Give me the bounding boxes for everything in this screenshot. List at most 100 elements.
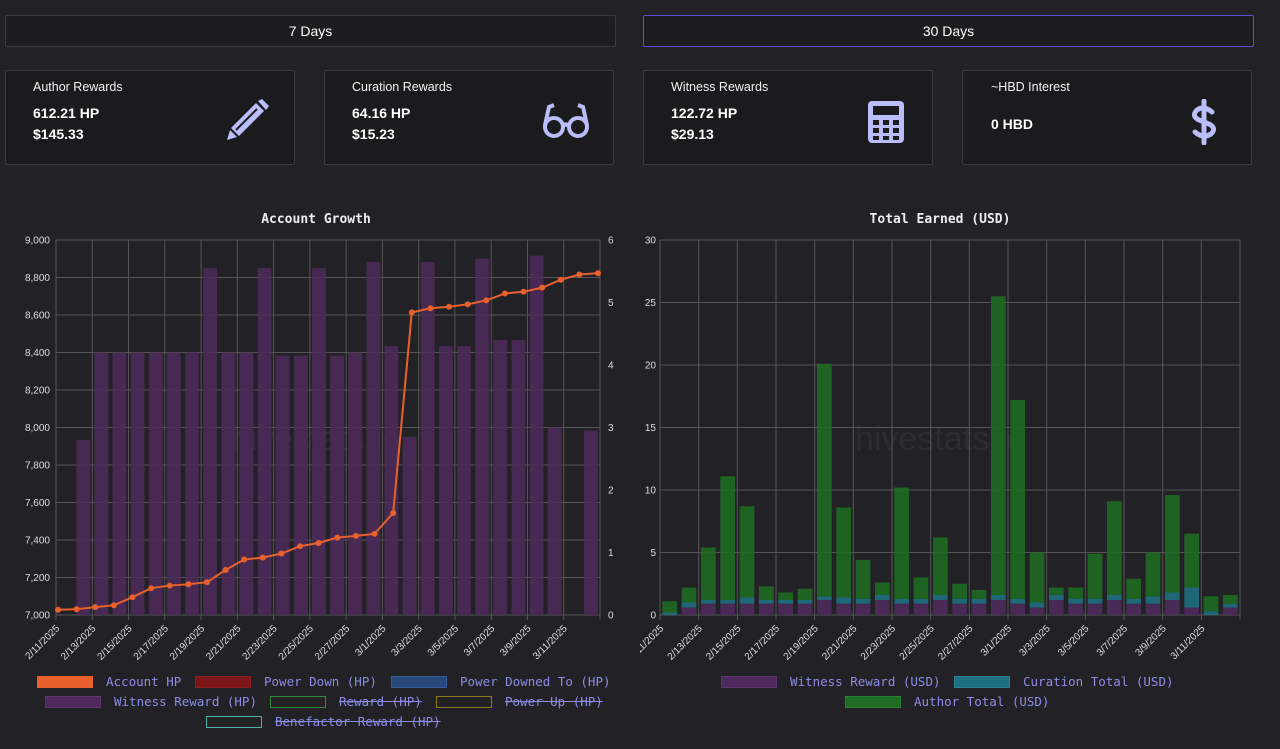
witness-reward-usd-bar — [1184, 607, 1200, 615]
x-tick-label: 3/11/2025 — [531, 623, 570, 662]
witness-reward-bar — [112, 352, 127, 615]
y-tick-label: 10 — [645, 486, 657, 497]
curation-total-bar — [720, 600, 736, 604]
account-hp-point — [203, 579, 210, 586]
x-tick-label: 2/21/2025 — [204, 623, 244, 663]
witness-reward-bar — [130, 352, 145, 615]
x-tick-label: 2/11/2025 — [640, 623, 666, 662]
witness-reward-usd-bar — [1126, 603, 1142, 615]
account-hp-point — [501, 290, 508, 297]
x-tick-label: 2/19/2025 — [168, 623, 208, 663]
legend-label: Power Down (HP) — [264, 674, 377, 689]
account-hp-point — [427, 305, 434, 312]
author-total-bar — [700, 547, 716, 600]
witness-reward-usd-bar — [855, 603, 871, 615]
account-hp-line — [57, 272, 599, 611]
thirty-days-button[interactable]: 30 Days — [643, 15, 1254, 47]
account-hp-point — [55, 606, 61, 613]
witness-reward-usd-bar — [1145, 603, 1161, 615]
y-tick-label: 15 — [645, 423, 657, 434]
account-growth-chart: Account Growth hivestats.io 7,0007,2007,… — [23, 212, 614, 663]
witness-reward-bar — [203, 268, 218, 615]
author-total-bar — [913, 577, 929, 599]
legend-item-power-down[interactable]: Power Down (HP) — [195, 674, 377, 689]
author-total-bar — [1106, 501, 1122, 595]
account-hp-point — [390, 510, 397, 516]
curation-total-bar — [913, 598, 929, 604]
card-hbd-value: 0 HBD — [991, 116, 1034, 132]
seven-days-button[interactable]: 7 Days — [5, 15, 616, 47]
y-tick-label: 25 — [645, 298, 657, 309]
witness-reward-usd-bar — [1164, 600, 1180, 615]
witness-reward-usd-bar — [836, 603, 852, 615]
witness-reward-usd-bar — [913, 603, 929, 615]
witness-reward-bar — [185, 352, 199, 615]
legend-item-reward[interactable]: Reward (HP) — [270, 694, 422, 709]
total-earned-chart: Total Earned (USD) hivestats.io 05101520… — [640, 212, 1241, 663]
legend-item-power-downed-to[interactable]: Power Downed To (HP) — [391, 674, 611, 689]
witness-reward-bar — [239, 352, 254, 615]
card-hp-value: 122.72 HP — [671, 105, 738, 121]
curation-total-bar — [1203, 611, 1219, 615]
witness-reward-usd-bar — [778, 603, 794, 615]
legend-item-power-up[interactable]: Power Up (HP) — [436, 694, 603, 709]
account-hp-point — [166, 582, 173, 589]
y2-tick-label: 6 — [608, 236, 614, 247]
curation-total-bar — [1164, 592, 1180, 600]
card-usd-value: $145.33 — [33, 126, 84, 142]
account-hp-point — [408, 309, 415, 316]
card-title: ~HBD Interest — [991, 80, 1070, 94]
witness-reward-bar — [94, 352, 109, 615]
witness-reward-usd-bar — [1048, 600, 1064, 615]
x-tick-label: 3/5/2025 — [426, 623, 462, 659]
hbd-interest-card: ~HBD Interest 0 HBD — [962, 70, 1252, 165]
y-tick-label: 7,200 — [25, 573, 50, 584]
legend-label: Author Total (USD) — [914, 694, 1050, 709]
author-total-bar — [894, 487, 910, 599]
account-hp-point — [595, 270, 601, 277]
x-tick-label: 3/9/2025 — [1133, 623, 1169, 659]
y-tick-label: 7,400 — [25, 536, 50, 547]
author-total-bar — [990, 296, 1006, 595]
x-tick-label: 2/11/2025 — [23, 623, 62, 662]
account-hp-point — [278, 550, 285, 557]
x-tick-label: 2/15/2025 — [95, 623, 135, 663]
author-total-bar — [874, 582, 890, 595]
dollar-icon — [1191, 99, 1217, 145]
account-hp-point — [241, 556, 248, 563]
author-total-bar — [720, 476, 736, 600]
author-total-bar — [1126, 578, 1142, 599]
legend-item-witness-reward-usd[interactable]: Witness Reward (USD) — [721, 674, 941, 689]
card-title: Author Rewards — [33, 80, 123, 94]
curation-total-bar — [662, 612, 678, 615]
account-hp-point — [464, 301, 471, 308]
y-tick-label: 5 — [650, 548, 656, 559]
witness-reward-bar — [438, 346, 453, 615]
x-tick-label: 3/11/2025 — [1169, 623, 1208, 662]
author-total-bar — [778, 592, 794, 600]
author-total-bar — [739, 506, 755, 598]
account-hp-point — [557, 276, 564, 283]
author-total-bar — [1164, 495, 1180, 593]
legend-item-curation-total[interactable]: Curation Total (USD) — [954, 674, 1174, 689]
witness-reward-bar — [402, 436, 417, 615]
author-total-bar — [971, 590, 987, 599]
curation-total-bar — [894, 598, 910, 604]
witness-reward-usd-bar — [971, 603, 987, 615]
legend-item-witness-reward[interactable]: Witness Reward (HP) — [45, 694, 257, 709]
legend-item-account-hp[interactable]: Account HP — [37, 674, 181, 689]
legend-item-author-total[interactable]: Author Total (USD) — [845, 694, 1049, 709]
author-total-bar — [797, 588, 813, 600]
witness-reward-bar — [384, 346, 399, 615]
account-hp-point — [110, 602, 117, 609]
legend-label: Power Up (HP) — [505, 694, 603, 709]
author-total-bar — [1087, 553, 1103, 599]
y2-tick-label: 4 — [608, 361, 614, 372]
y-tick-label: 8,000 — [25, 423, 50, 434]
witness-reward-usd-bar — [681, 607, 697, 615]
legend-item-benefactor-reward[interactable]: Benefactor Reward (HP) — [206, 714, 441, 729]
x-tick-label: 2/27/2025 — [936, 623, 976, 663]
x-tick-label: 2/19/2025 — [782, 623, 822, 663]
card-title: Witness Rewards — [671, 80, 769, 94]
pencil-icon — [227, 99, 269, 140]
